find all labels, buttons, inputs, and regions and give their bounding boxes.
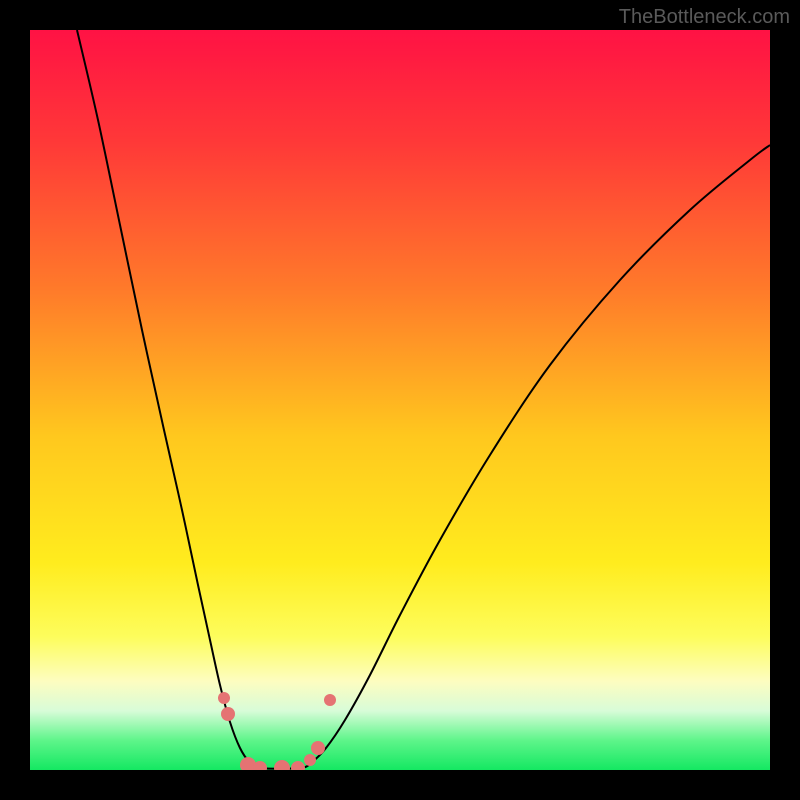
marker-point bbox=[304, 754, 316, 766]
gradient-background bbox=[30, 30, 770, 770]
marker-point bbox=[221, 707, 235, 721]
marker-point bbox=[311, 741, 325, 755]
marker-point bbox=[218, 692, 230, 704]
chart-area bbox=[30, 30, 770, 770]
chart-svg bbox=[30, 30, 770, 770]
marker-point bbox=[324, 694, 336, 706]
watermark-text: TheBottleneck.com bbox=[619, 6, 790, 29]
